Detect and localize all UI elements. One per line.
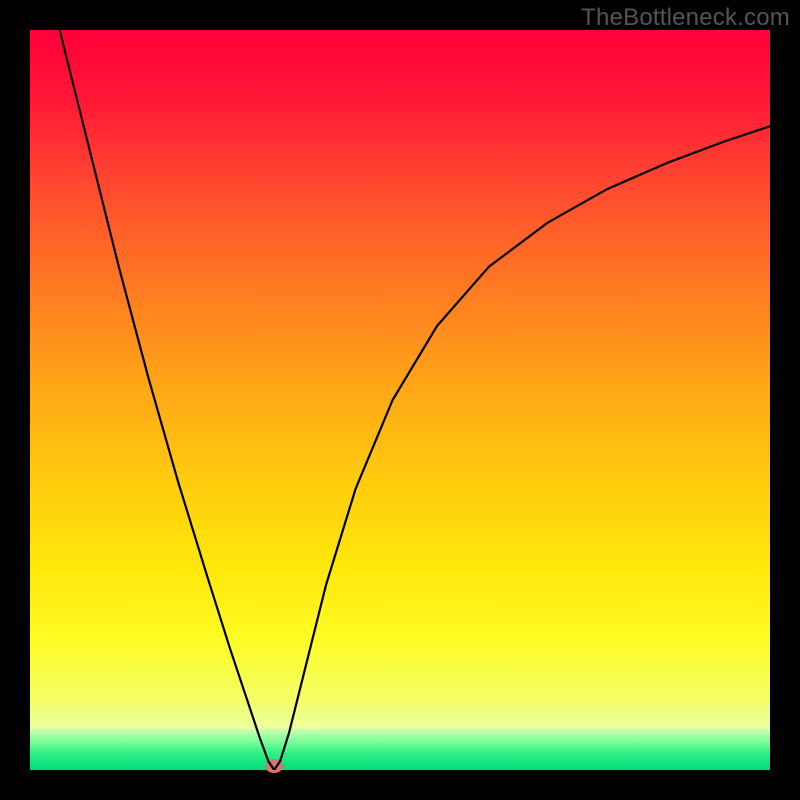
green-strip (30, 729, 770, 770)
curve-path (60, 30, 770, 770)
bottleneck-curve (30, 30, 770, 770)
chart-frame: TheBottleneck.com (0, 0, 800, 800)
plot-area (30, 30, 770, 770)
vertex-marker (265, 759, 283, 773)
watermark-text: TheBottleneck.com (581, 4, 790, 32)
